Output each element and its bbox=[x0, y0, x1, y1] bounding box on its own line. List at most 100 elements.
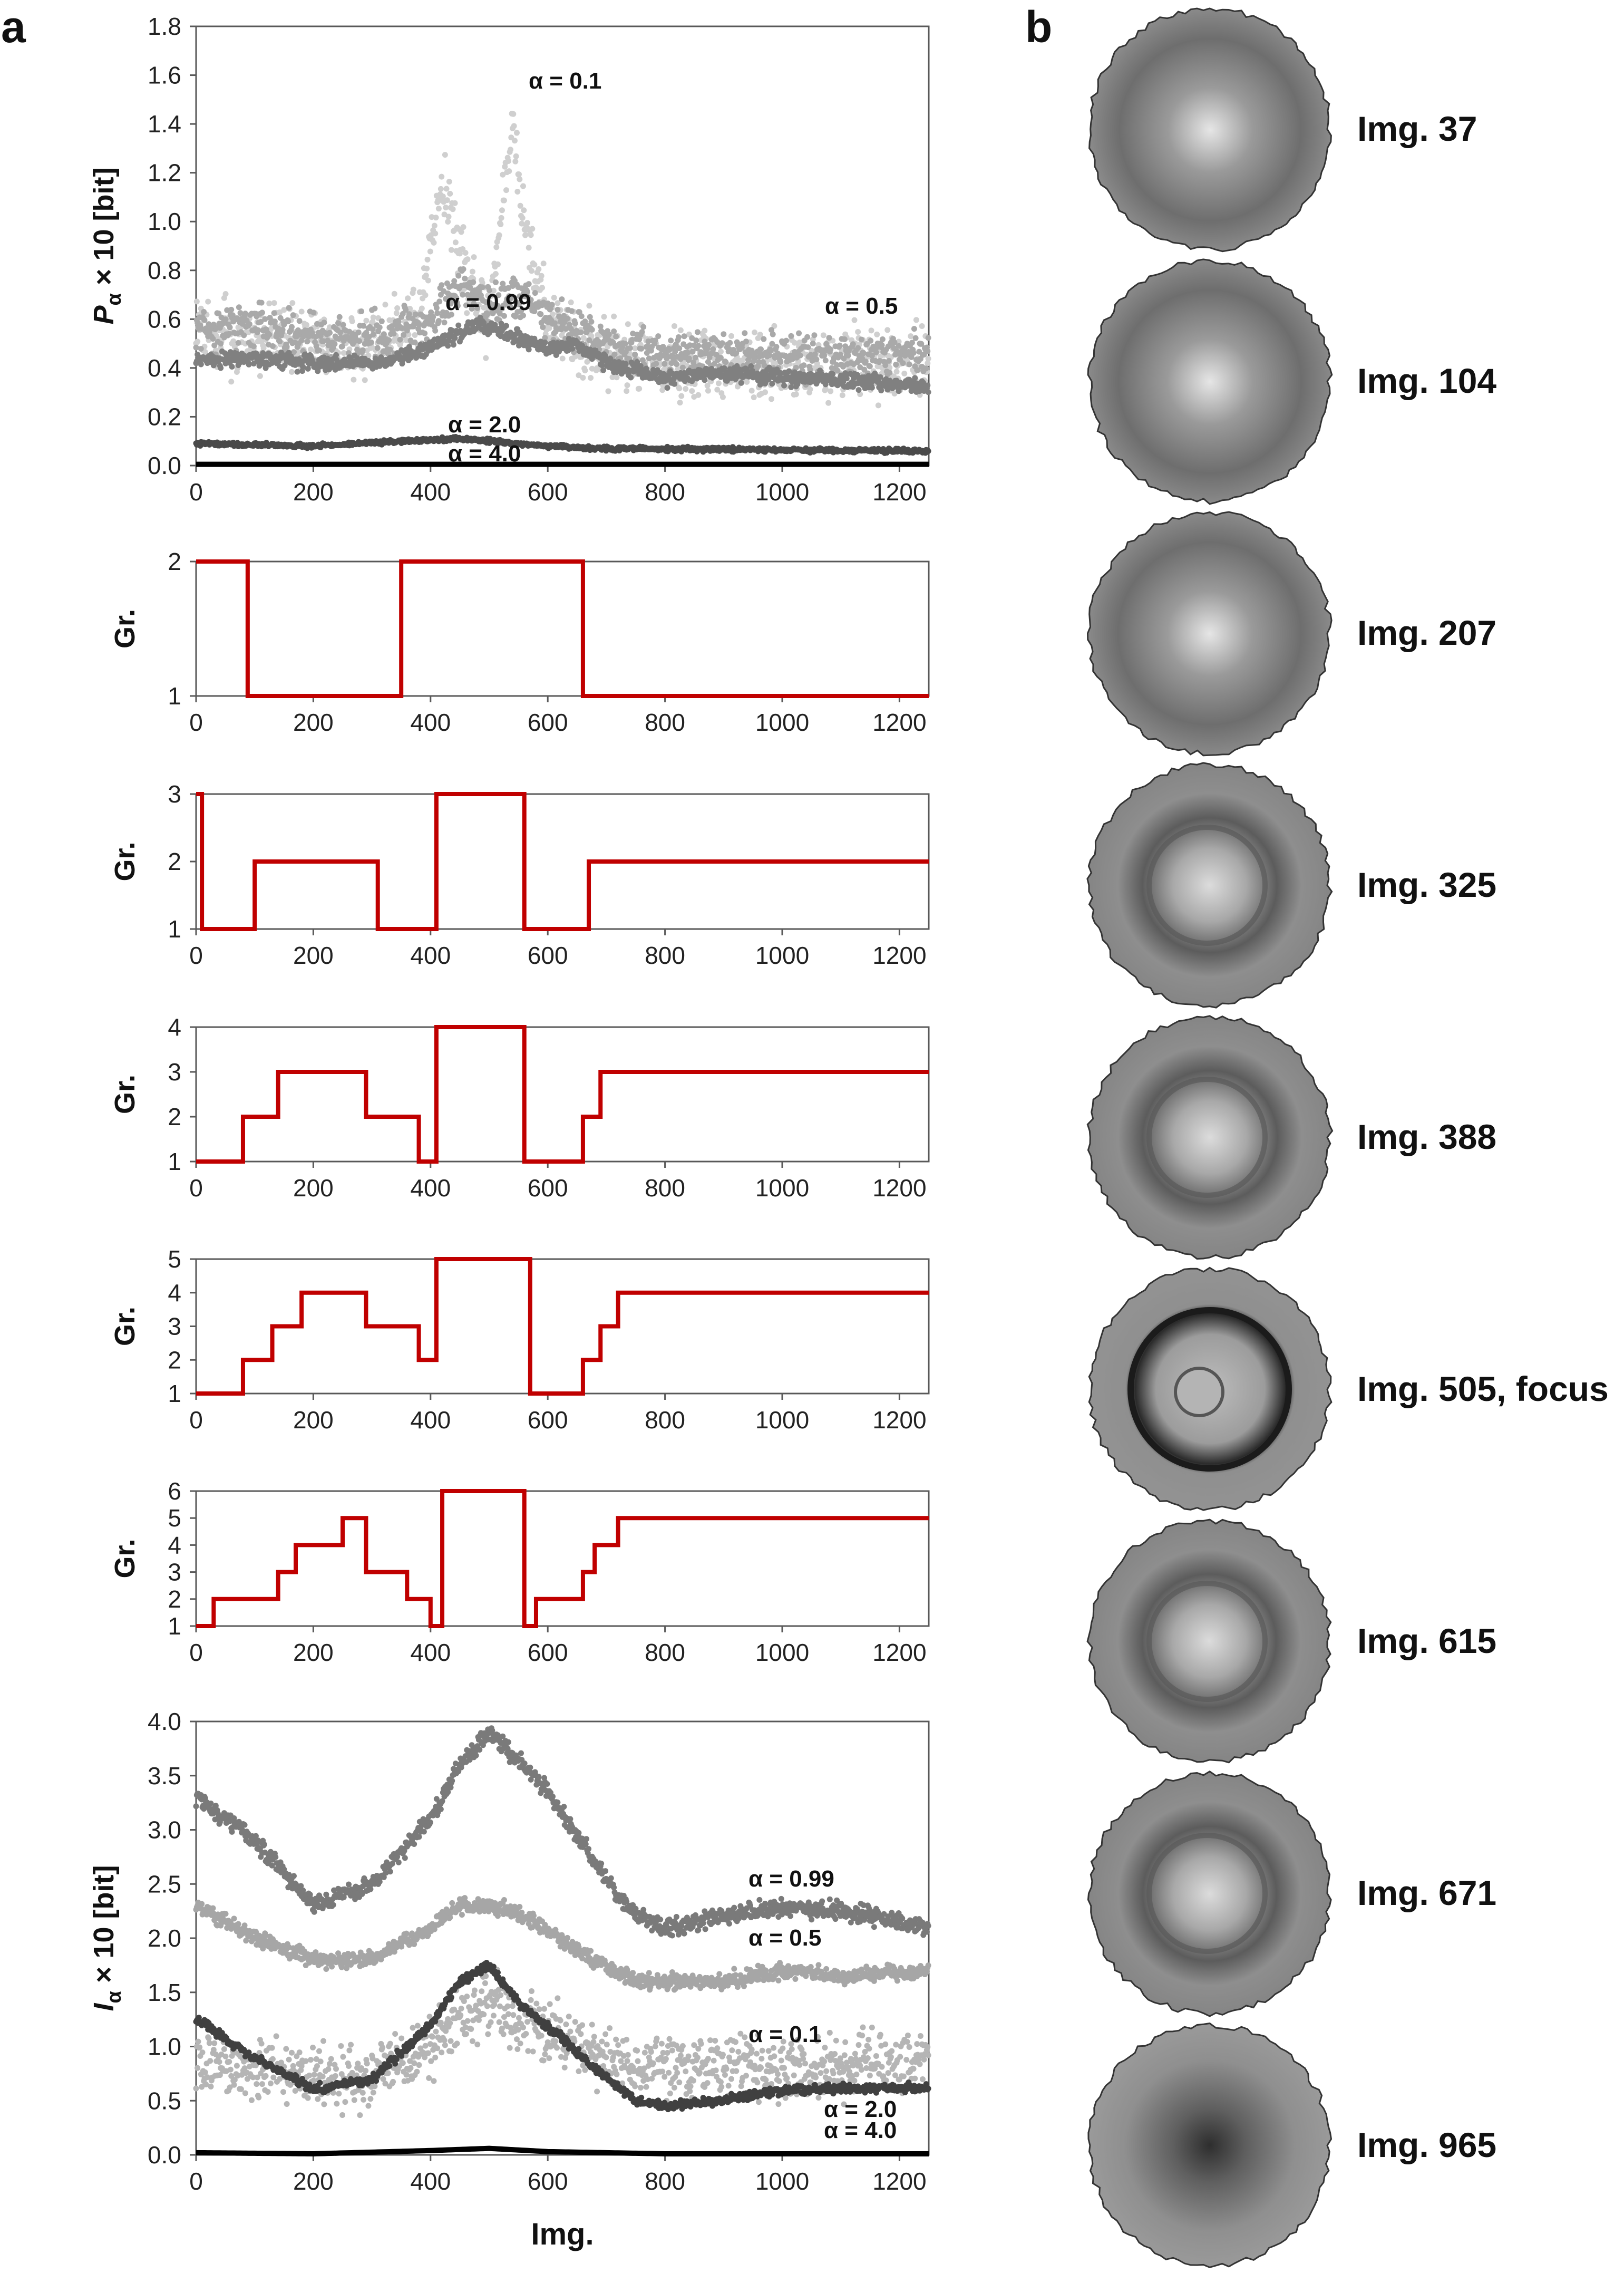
data-point bbox=[330, 1902, 336, 1908]
data-point bbox=[332, 341, 338, 347]
data-point bbox=[295, 349, 301, 355]
data-point bbox=[538, 311, 544, 317]
data-point bbox=[923, 365, 929, 372]
data-point bbox=[874, 331, 880, 337]
data-point bbox=[911, 326, 917, 332]
data-point bbox=[435, 318, 442, 324]
data-point bbox=[460, 292, 466, 298]
data-point bbox=[387, 346, 393, 353]
series-annotation: α = 2.0 bbox=[448, 412, 521, 438]
data-point bbox=[683, 385, 689, 392]
data-point bbox=[521, 207, 527, 214]
data-point bbox=[403, 307, 409, 313]
data-point bbox=[678, 393, 685, 399]
data-point bbox=[369, 318, 376, 325]
data-point bbox=[602, 1868, 609, 1874]
data-point bbox=[494, 261, 501, 267]
data-point bbox=[695, 392, 702, 398]
data-point bbox=[909, 340, 915, 346]
data-point bbox=[470, 279, 476, 285]
data-point bbox=[393, 310, 400, 316]
data-point bbox=[711, 361, 717, 367]
data-point bbox=[493, 244, 500, 250]
data-point bbox=[391, 291, 397, 297]
data-point bbox=[230, 338, 237, 344]
data-point bbox=[341, 350, 347, 356]
y-tick-label: 3 bbox=[168, 780, 181, 808]
y-tick-label: 0.2 bbox=[148, 403, 181, 430]
x-tick-label: 800 bbox=[645, 1639, 685, 1666]
data-point bbox=[421, 1829, 427, 1835]
data-point bbox=[300, 364, 306, 370]
data-point bbox=[355, 329, 362, 335]
data-point bbox=[279, 326, 286, 333]
data-point bbox=[255, 327, 261, 333]
data-point bbox=[925, 382, 931, 389]
data-point bbox=[797, 352, 803, 359]
data-point bbox=[710, 346, 716, 352]
x-tick-label: 1200 bbox=[872, 478, 926, 506]
data-point bbox=[281, 307, 287, 313]
data-point bbox=[198, 345, 204, 352]
x-tick-label: 1200 bbox=[872, 1174, 926, 1202]
data-point bbox=[474, 305, 481, 311]
data-point bbox=[429, 214, 435, 220]
data-point bbox=[455, 273, 462, 279]
x-tick-label: 400 bbox=[410, 1639, 451, 1666]
data-point bbox=[830, 371, 836, 377]
data-point bbox=[756, 359, 762, 365]
data-point bbox=[222, 316, 229, 323]
data-point bbox=[460, 266, 466, 273]
x-tick-label: 0 bbox=[189, 1406, 203, 1434]
x-tick-label: 200 bbox=[293, 1406, 334, 1434]
data-point bbox=[290, 1873, 297, 1879]
y-tick-label: 1 bbox=[168, 682, 181, 710]
x-tick-label: 600 bbox=[528, 709, 568, 736]
data-point bbox=[193, 1803, 199, 1810]
data-point bbox=[893, 361, 899, 367]
data-point bbox=[766, 352, 773, 359]
data-point bbox=[517, 202, 523, 209]
data-point bbox=[363, 330, 369, 336]
data-point bbox=[925, 335, 931, 341]
data-point bbox=[508, 295, 514, 301]
data-point bbox=[520, 312, 526, 318]
data-point bbox=[727, 340, 733, 346]
chart-stack: 0 200 400 600 800 1000 12000.00.20.40.60.81.01… bbox=[88, 13, 931, 2251]
x-tick-label: 1200 bbox=[872, 1639, 926, 1666]
data-point bbox=[834, 367, 841, 374]
data-point bbox=[261, 1841, 267, 1847]
data-point bbox=[822, 357, 829, 364]
data-point bbox=[378, 318, 385, 324]
data-point bbox=[565, 315, 571, 322]
data-point bbox=[514, 189, 521, 195]
group-step-line bbox=[196, 1489, 929, 1628]
data-point bbox=[611, 328, 617, 335]
data-point bbox=[437, 186, 444, 192]
data-point bbox=[288, 369, 295, 375]
data-point bbox=[912, 335, 919, 341]
data-point bbox=[501, 197, 507, 204]
data-point bbox=[860, 350, 867, 356]
data-point bbox=[702, 338, 708, 345]
data-point bbox=[277, 309, 283, 315]
data-point bbox=[828, 388, 834, 394]
data-point bbox=[582, 318, 588, 325]
data-point bbox=[449, 298, 455, 304]
data-point bbox=[559, 355, 566, 362]
data-point bbox=[605, 388, 611, 394]
data-point bbox=[855, 328, 861, 335]
data-point bbox=[721, 331, 727, 337]
data-point bbox=[266, 332, 273, 338]
data-point bbox=[391, 331, 397, 337]
data-point bbox=[913, 317, 919, 323]
data-point bbox=[793, 391, 799, 398]
data-point bbox=[529, 226, 536, 232]
y-tick-label: 3.5 bbox=[148, 1762, 181, 1789]
data-point bbox=[638, 345, 645, 352]
data-point bbox=[325, 337, 331, 344]
data-point bbox=[387, 1869, 393, 1875]
data-point bbox=[681, 333, 687, 340]
